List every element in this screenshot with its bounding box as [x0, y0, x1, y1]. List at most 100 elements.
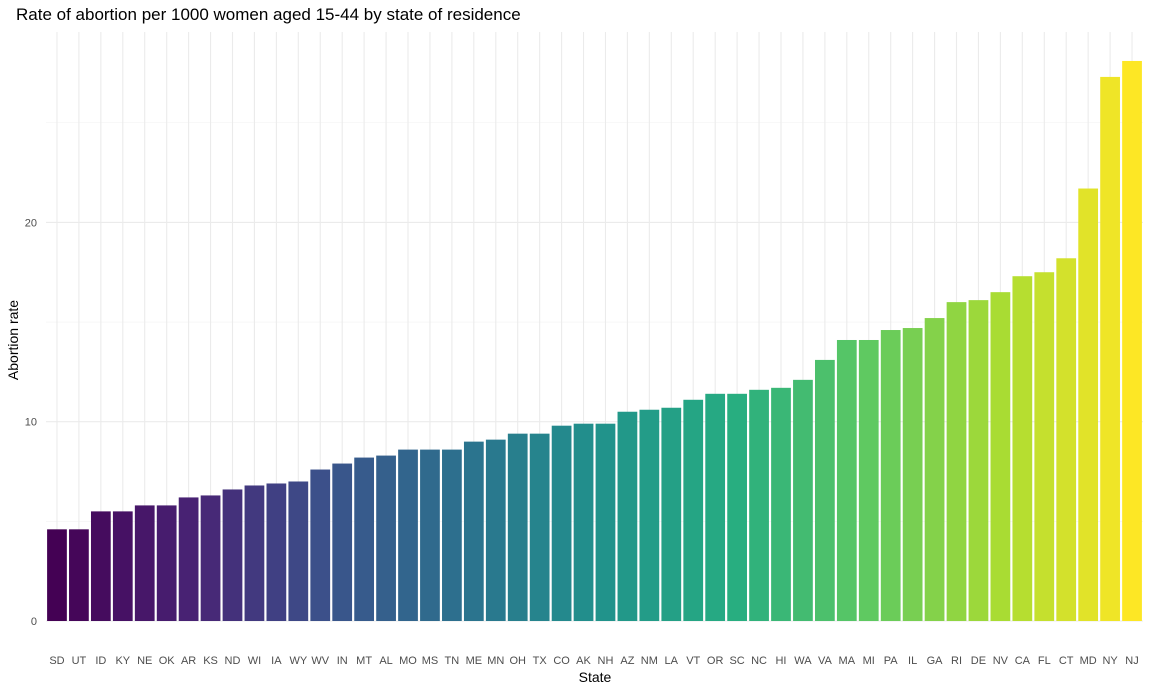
bar-tn [442, 449, 462, 621]
x-tick-label-oh: OH [509, 655, 526, 667]
x-tick-label-md: MD [1080, 655, 1097, 667]
x-tick-label-tx: TX [533, 655, 548, 667]
y-tick-label: 10 [25, 417, 37, 429]
bar-ca [1012, 276, 1033, 621]
y-tick-labels: 0 10 20 [25, 217, 37, 628]
x-tick-label-me: ME [466, 655, 483, 667]
x-tick-label-or: OR [707, 655, 724, 667]
x-tick-label-wa: WA [794, 655, 812, 667]
bar-nv [990, 292, 1011, 621]
bar-ok [156, 505, 177, 621]
x-tick-label-mt: MT [356, 655, 372, 667]
x-tick-label-nh: NH [598, 655, 614, 667]
x-tick-label-nc: NC [751, 655, 767, 667]
bar-sd [47, 529, 67, 621]
x-tick-label-ok: OK [159, 655, 176, 667]
x-tick-label-nm: NM [641, 655, 658, 667]
y-tick-label: 0 [31, 616, 37, 628]
x-tick-label-ks: KS [203, 655, 218, 667]
bar-fl [1034, 272, 1055, 621]
x-tick-label-ga: GA [927, 655, 944, 667]
x-tick-label-al: AL [379, 655, 392, 667]
bar-ct [1056, 258, 1077, 621]
bar-nh [595, 423, 616, 621]
x-tick-label-ut: UT [72, 655, 87, 667]
x-tick-label-nd: ND [225, 655, 241, 667]
x-tick-label-ri: RI [951, 655, 962, 667]
x-tick-label-ak: AK [576, 655, 591, 667]
bar-co [551, 425, 572, 621]
x-tick-label-ia: IA [271, 655, 282, 667]
bar-mn [485, 439, 506, 621]
x-tick-label-ct: CT [1059, 655, 1074, 667]
bar-layer [47, 60, 1142, 622]
x-tick-label-ky: KY [115, 655, 130, 667]
bar-va [815, 359, 835, 621]
bar-il [902, 328, 923, 621]
bar-ma [836, 339, 857, 621]
bar-ky [112, 511, 133, 621]
bar-nc [749, 389, 769, 621]
bar-ia [266, 483, 287, 621]
bar-wi [244, 485, 265, 621]
bar-nm [639, 409, 660, 621]
bar-nj [1122, 60, 1142, 622]
bar-ms [420, 449, 440, 621]
x-tick-label-ca: CA [1015, 655, 1031, 667]
x-tick-label-in: IN [337, 655, 348, 667]
x-tick-label-la: LA [665, 655, 679, 667]
x-tick-label-ne: NE [137, 655, 152, 667]
bar-az [617, 411, 638, 621]
bar-ar [178, 497, 199, 621]
bar-wv [310, 469, 331, 621]
x-tick-label-ms: MS [422, 655, 439, 667]
bar-nd [222, 489, 243, 621]
x-tick-label-wv: WV [311, 655, 329, 667]
x-tick-label-sc: SC [729, 655, 744, 667]
x-tick-label-nj: NJ [1125, 655, 1138, 667]
bar-de [968, 300, 989, 621]
x-tick-label-co: CO [553, 655, 570, 667]
x-tick-label-wi: WI [248, 655, 261, 667]
bar-ks [200, 495, 221, 621]
x-tick-labels: SD UT ID KY NE OK AR KS ND WI IA WY WV IN MT AL MO MS TN ME… [49, 655, 1138, 667]
x-tick-label-il: IL [908, 655, 917, 667]
x-tick-label-tn: TN [445, 655, 460, 667]
x-axis-title: State [579, 669, 612, 685]
x-tick-label-mo: MO [399, 655, 417, 667]
x-tick-label-az: AZ [620, 655, 634, 667]
x-tick-label-ma: MA [839, 655, 856, 667]
y-axis-title: Abortion rate [5, 300, 21, 380]
bar-ut [69, 529, 89, 621]
bar-vt [683, 399, 704, 621]
bar-ak [573, 423, 594, 621]
bar-ne [134, 505, 155, 621]
bar-mo [398, 449, 418, 621]
bar-or [705, 393, 726, 621]
x-tick-label-vt: VT [686, 655, 700, 667]
x-tick-label-ar: AR [181, 655, 196, 667]
x-tick-label-wy: WY [289, 655, 307, 667]
x-tick-label-de: DE [971, 655, 986, 667]
bar-ri [946, 302, 967, 621]
bar-hi [771, 387, 791, 621]
bar-mt [354, 457, 375, 621]
x-tick-label-va: VA [818, 655, 833, 667]
x-tick-label-mn: MN [487, 655, 504, 667]
bar-mi [858, 339, 879, 621]
bar-ny [1100, 76, 1120, 621]
x-tick-label-hi: HI [775, 655, 786, 667]
x-tick-label-mi: MI [863, 655, 875, 667]
x-tick-label-nv: NV [993, 655, 1009, 667]
x-tick-label-pa: PA [884, 655, 899, 667]
y-tick-label: 20 [25, 217, 37, 229]
bar-ga [924, 318, 945, 621]
x-tick-label-ny: NY [1102, 655, 1118, 667]
bar-al [376, 455, 396, 621]
bar-id [90, 511, 111, 621]
bar-la [661, 407, 682, 621]
bar-oh [507, 433, 528, 621]
bar-in [332, 463, 353, 621]
